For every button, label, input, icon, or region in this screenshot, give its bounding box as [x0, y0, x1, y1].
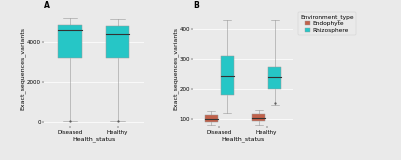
X-axis label: Health_status: Health_status [72, 136, 115, 142]
FancyBboxPatch shape [252, 114, 265, 121]
FancyBboxPatch shape [205, 115, 218, 122]
X-axis label: Health_status: Health_status [221, 136, 265, 142]
Legend: Endophyte, Rhizosphere: Endophyte, Rhizosphere [298, 12, 356, 35]
FancyBboxPatch shape [268, 67, 282, 89]
Text: A: A [44, 1, 50, 10]
FancyBboxPatch shape [58, 25, 82, 58]
Y-axis label: Exact_sequences_variants: Exact_sequences_variants [20, 27, 25, 110]
FancyBboxPatch shape [221, 56, 234, 95]
Text: B: B [193, 1, 199, 10]
FancyBboxPatch shape [106, 26, 130, 58]
Y-axis label: Exact_sequences_variants: Exact_sequences_variants [172, 27, 178, 110]
